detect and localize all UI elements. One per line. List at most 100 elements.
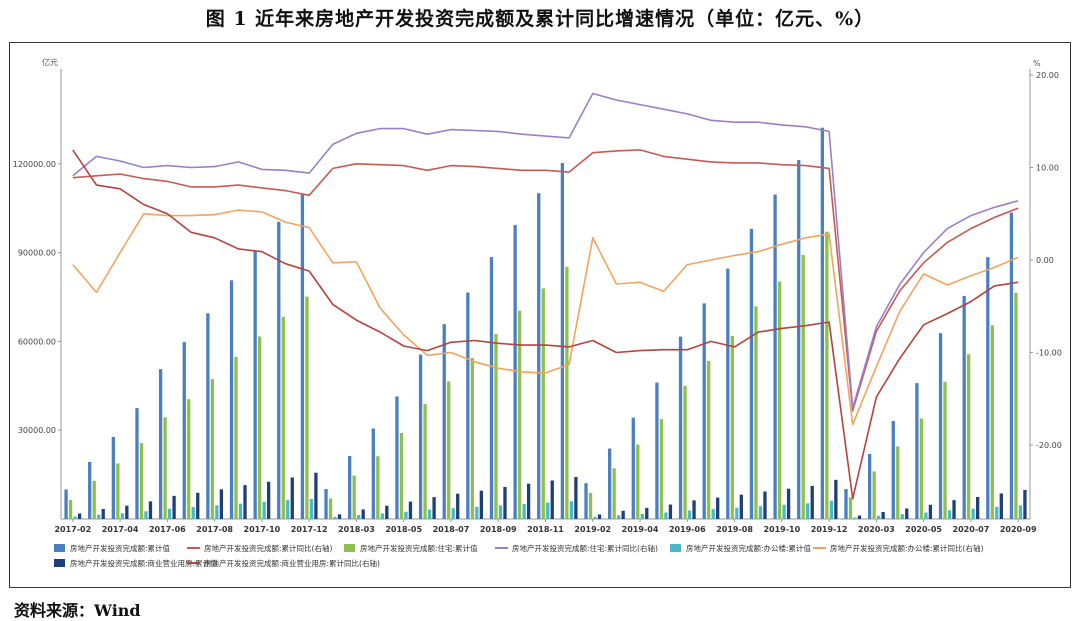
bar-series-3 [711, 509, 715, 519]
bar-series-3 [286, 500, 290, 519]
legend-label: 房地产开发投资完成额:办公楼:累计同比(右轴) [830, 543, 983, 553]
bar-series-4 [550, 480, 554, 519]
bar-series-2 [352, 475, 356, 519]
bar-series-1 [986, 257, 990, 519]
left-tick-label: 30000.00 [18, 426, 56, 435]
bar-series-1 [88, 461, 92, 519]
bar-series-3 [687, 510, 692, 519]
x-tick-label: 2020-07 [953, 525, 990, 534]
bar-series-3 [924, 512, 928, 519]
bar-series-4 [456, 493, 460, 519]
bar-series-4 [77, 513, 82, 519]
bar-series-4 [479, 490, 483, 519]
bar-series-4 [101, 508, 105, 519]
bar-series-3 [357, 515, 361, 519]
bar-series-2 [163, 417, 167, 519]
bar-series-3 [640, 513, 644, 519]
bar-series-1 [300, 193, 305, 519]
bar-series-3 [498, 505, 503, 519]
bar-series-4 [928, 504, 933, 519]
bar-series-2 [423, 404, 427, 519]
line-series-3 [72, 209, 1019, 426]
chart-title: 图 1 近年来房地产开发投资完成额及累计同比增速情况（单位：亿元、%） [205, 8, 875, 30]
x-tick-label: 2018-09 [480, 525, 517, 534]
bar-series-2 [517, 310, 522, 519]
bar-series-3 [995, 506, 999, 519]
bar-series-2 [825, 231, 829, 519]
chart-svg: 亿元 % 30000.00 60000.00 90000.00 120000.00 -20.… [13, 57, 1062, 568]
bar-series-4 [243, 485, 247, 519]
bar-series-3 [546, 502, 550, 519]
bar-series-2 [872, 471, 876, 519]
bar-series-1 [749, 228, 754, 520]
right-axis-unit: % [1033, 59, 1041, 68]
legend-swatch-bar [670, 544, 681, 552]
bar-series-2 [399, 433, 404, 519]
bar-series-2 [565, 266, 569, 519]
x-tick-label: 2017-02 [54, 525, 91, 534]
bar-series-3 [947, 510, 952, 519]
bar-series-1 [158, 369, 163, 519]
left-tick-label: 60000.00 [18, 337, 56, 346]
x-tick-label: 2017-06 [149, 525, 186, 534]
bar-series-4 [503, 487, 507, 519]
bar-series-2 [541, 288, 545, 519]
bar-series-2 [210, 379, 215, 519]
x-tick-label: 2019-10 [763, 525, 800, 534]
bar-series-3 [900, 514, 904, 519]
x-tick-label: 2019-08 [716, 525, 753, 534]
bar-series-4 [290, 477, 294, 519]
x-tick-label: 2017-12 [291, 525, 328, 534]
left-axis-unit: 亿元 [42, 57, 58, 67]
legend-swatch-bar [54, 559, 65, 567]
bar-series-1 [348, 455, 352, 519]
bar-series-4 [692, 500, 696, 519]
bar-series-4 [1023, 489, 1027, 519]
bar-series-4 [976, 496, 980, 519]
bar-series-1 [277, 221, 281, 519]
bar-series-3 [120, 513, 124, 519]
bar-series-2 [92, 480, 96, 519]
bar-series-2 [1014, 292, 1018, 519]
x-tick-label: 2019-04 [622, 525, 659, 534]
x-tick-label: 2017-04 [102, 525, 139, 534]
bar-series-4 [834, 479, 838, 519]
bar-series-4 [597, 514, 602, 519]
bar-series-1 [371, 428, 375, 519]
bar-series-1 [466, 292, 470, 519]
x-tick-label: 2019-12 [811, 525, 848, 534]
bar-series-1 [915, 383, 919, 519]
bar-series-1 [631, 417, 635, 519]
bar-series-4 [905, 508, 909, 519]
bar-series-3 [451, 508, 455, 519]
bar-series-1 [584, 483, 588, 519]
bar-series-2 [376, 456, 380, 519]
bar-series-2 [730, 335, 734, 519]
chart-frame: 亿元% 30000.00 60000.00 90000.00 120000.00 -20.… [9, 42, 1071, 588]
x-tick-label: 2019-02 [574, 525, 611, 534]
bar-series-2 [683, 385, 687, 519]
legend-label: 房地产开发投资完成额:累计同比(右轴) [204, 543, 332, 553]
bar-series-2 [139, 443, 144, 519]
bar-series-2 [777, 281, 782, 519]
bar-series-1 [395, 396, 399, 519]
legend-label: 房地产开发投资完成额:办公楼:累计值 [686, 543, 812, 553]
bar-series-1 [773, 194, 777, 519]
legend-swatch-bar [54, 544, 65, 552]
bar-series-4 [645, 507, 649, 519]
bar-series-3 [404, 511, 408, 519]
bar-series-4 [408, 501, 413, 519]
bar-series-3 [664, 512, 668, 519]
bar-series-3 [1018, 505, 1023, 519]
bar-series-3 [97, 514, 101, 519]
right-tick-label: 10.00 [1036, 164, 1059, 173]
bar-series-1 [64, 489, 68, 519]
bar-series-4 [952, 500, 956, 519]
bar-series-2 [848, 497, 853, 519]
legend-label: 房地产开发投资完成额:住宅:累计值 [360, 543, 478, 553]
bar-series-3 [569, 501, 574, 519]
x-tick-label: 2019-06 [669, 525, 706, 534]
x-tick-label: 2018-07 [433, 525, 470, 534]
right-tick-label: -10.00 [1036, 349, 1062, 358]
bar-series-2 [494, 333, 498, 519]
